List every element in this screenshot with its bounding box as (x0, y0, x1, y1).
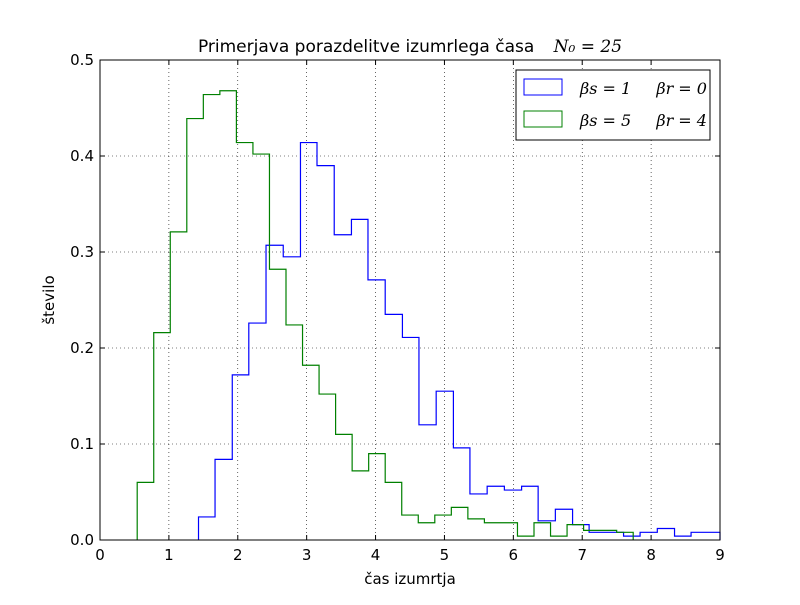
chart-title-math: N₀ = 25 (553, 37, 622, 57)
chart-title-text: Primerjava porazdelitve izumrlega časa (198, 37, 534, 57)
histogram-series-1 (197, 141, 721, 540)
legend-swatch-series-1 (523, 78, 563, 96)
legend-beta-r-1: βr = 0 (655, 79, 707, 98)
legend-beta-s-2: βs = 5 (579, 111, 631, 130)
y-axis-label: število (40, 275, 58, 324)
x-tick-label: 1 (164, 546, 174, 564)
legend-beta-s-1: βs = 1 (579, 79, 631, 98)
histogram-series-2 (136, 90, 634, 540)
y-tick-label: 0.4 (70, 147, 94, 165)
y-tick-label: 0.1 (70, 435, 94, 453)
x-tick-label: 2 (233, 546, 243, 564)
x-tick-label: 4 (371, 546, 381, 564)
legend: βs = 1 βr = 0 βs = 5 βr = 4 (515, 69, 711, 141)
y-tick-label: 0.3 (70, 243, 94, 261)
plot-frame (99, 59, 721, 541)
x-tick-label: 3 (302, 546, 312, 564)
y-tick-label: 0.5 (70, 51, 94, 69)
chart-title: Primerjava porazdelitve izumrlega časa N… (198, 37, 622, 57)
legend-label-series-1: βs = 1 βr = 0 (579, 79, 707, 98)
legend-beta-r-2: βr = 4 (655, 111, 707, 130)
y-tick-label: 0.0 (70, 531, 94, 549)
x-tick-label: 7 (577, 546, 587, 564)
x-axis-label: čas izumrtja (364, 570, 456, 588)
y-tick-label: 0.2 (70, 339, 94, 357)
x-tick-label: 6 (509, 546, 519, 564)
x-tick-label: 8 (646, 546, 656, 564)
ticks: 0 1 2 3 4 5 6 7 8 9 0.0 0.1 0.2 0.3 0.4 0.5 (70, 51, 725, 564)
x-tick-label: 9 (715, 546, 725, 564)
series-group (136, 90, 721, 540)
legend-box (515, 69, 711, 141)
legend-label-series-2: βs = 5 βr = 4 (579, 111, 707, 130)
x-tick-label: 0 (95, 546, 105, 564)
legend-swatch-series-2 (523, 110, 563, 128)
x-tick-label: 5 (440, 546, 450, 564)
